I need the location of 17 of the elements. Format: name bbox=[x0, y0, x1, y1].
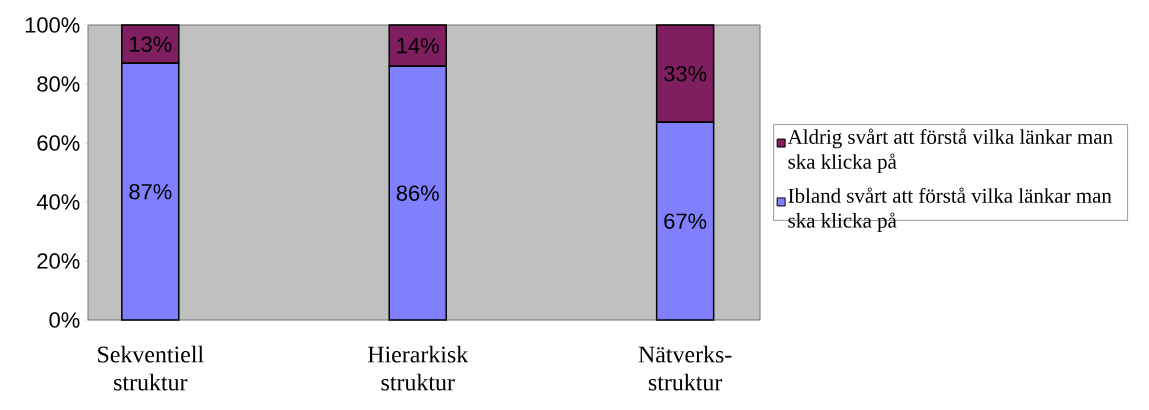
data-label: 14% bbox=[397, 37, 439, 54]
data-label: 86% bbox=[396, 185, 439, 201]
y-tick-label: 100% bbox=[25, 17, 80, 33]
y-tick-label: 0% bbox=[49, 312, 80, 328]
y-tick-label: 60% bbox=[37, 135, 80, 151]
y-tick-label: 80% bbox=[37, 76, 80, 92]
legend-label: Ibland svårt att förstå vilka länkar man ska klicka på bbox=[788, 187, 1112, 232]
x-tick-label: Nätverks-struktur bbox=[638, 345, 732, 391]
x-tick-label: Sekventiell struktur bbox=[98, 345, 204, 391]
data-label: 87% bbox=[129, 183, 172, 200]
y-tick-label: 20% bbox=[37, 253, 80, 269]
data-label: 33% bbox=[664, 65, 707, 82]
legend-label: Aldrig svårt att förstå vilka länkar man ska klicka på bbox=[787, 128, 1113, 174]
y-tick-label: 40% bbox=[36, 194, 80, 210]
data-label: 67% bbox=[664, 213, 707, 229]
data-label: 13% bbox=[130, 36, 172, 52]
x-tick-label: Hierarkisk struktur bbox=[367, 345, 469, 391]
